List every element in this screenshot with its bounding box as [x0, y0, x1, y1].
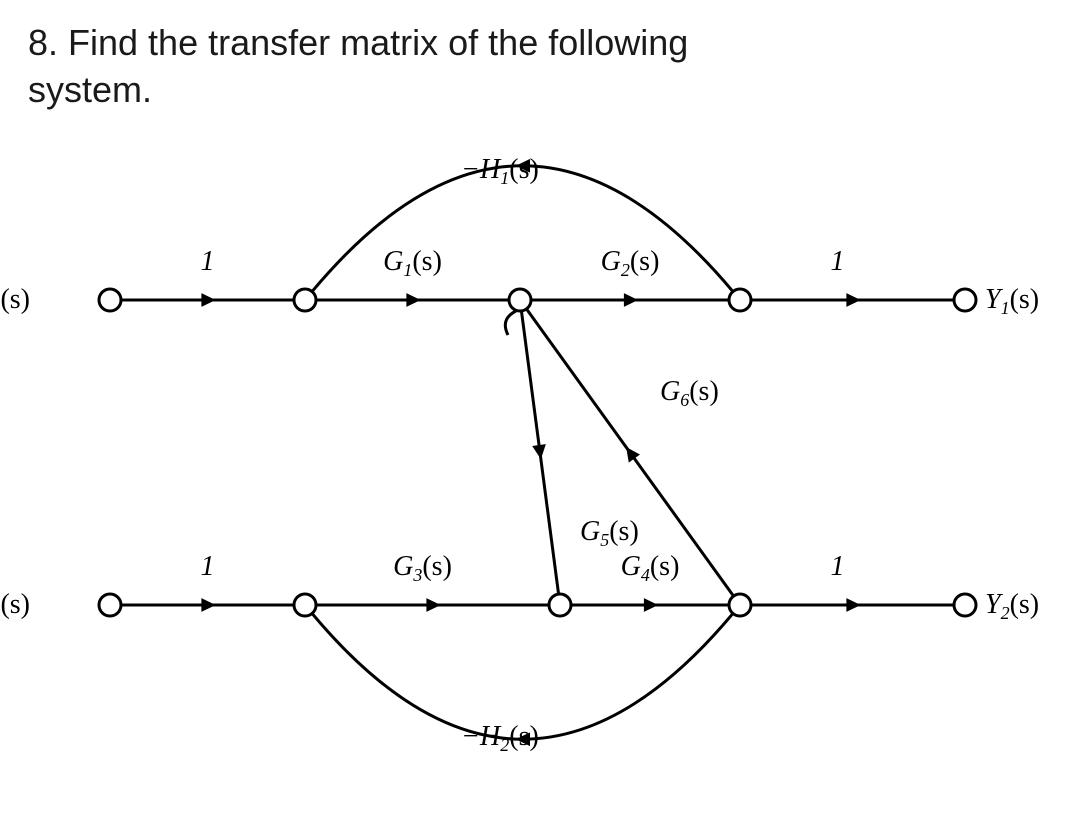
svg-text:1: 1	[831, 551, 845, 582]
svg-text:G5(s): G5(s)	[580, 516, 639, 550]
svg-text:G6(s): G6(s)	[660, 376, 719, 410]
svg-text:−H1(s): −H1(s)	[461, 154, 539, 188]
page-root: 8. Find the transfer matrix of the follo…	[0, 0, 1080, 817]
svg-text:G2(s): G2(s)	[601, 246, 660, 280]
svg-text:R1(s): R1(s)	[0, 284, 30, 318]
svg-text:−H2(s): −H2(s)	[461, 721, 539, 755]
svg-text:G3(s): G3(s)	[393, 551, 452, 585]
svg-text:1: 1	[201, 246, 215, 277]
svg-text:1: 1	[831, 246, 845, 277]
signal-flow-graph: −H1(s) −H2(s) 1 G1(s) G2(s) 1 1 G3(s) G4(s) 1 G5(s…	[0, 0, 1080, 817]
svg-text:1: 1	[201, 551, 215, 582]
svg-text:R2(s): R2(s)	[0, 589, 30, 623]
svg-text:G1(s): G1(s)	[383, 246, 442, 280]
svg-text:G4(s): G4(s)	[621, 551, 680, 585]
svg-text:Y2(s): Y2(s)	[985, 589, 1039, 623]
svg-text:Y1(s): Y1(s)	[985, 284, 1039, 318]
